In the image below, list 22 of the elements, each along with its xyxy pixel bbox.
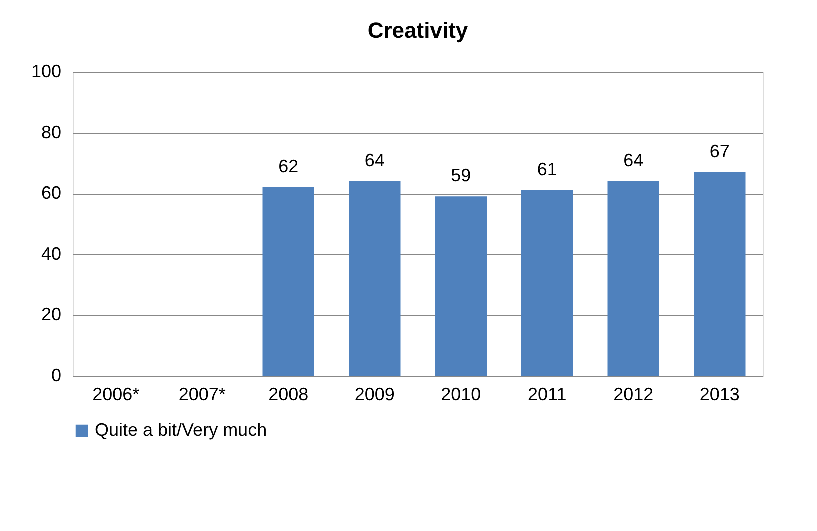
x-tick-label: 2012: [614, 384, 654, 404]
x-tick-label: 2010: [441, 384, 482, 404]
x-tick-label: 2006*: [92, 384, 140, 404]
legend-label: Quite a bit/Very much: [95, 420, 268, 440]
x-tick-label: 2009: [354, 384, 395, 404]
data-label: 59: [451, 166, 472, 186]
y-tick-label: 0: [51, 366, 62, 386]
x-tick-label: 2013: [700, 384, 740, 404]
y-tick-label: 40: [41, 244, 62, 264]
y-tick-label: 100: [31, 62, 62, 82]
x-tick-label: 2011: [528, 384, 567, 404]
y-tick-label: 80: [41, 122, 62, 142]
data-label: 67: [710, 141, 730, 162]
data-label: 64: [364, 150, 385, 170]
data-label: 61: [537, 160, 558, 180]
data-label: 62: [278, 156, 299, 177]
y-tick-label: 20: [41, 304, 62, 325]
chart-title: Creativity: [368, 18, 469, 43]
data-label: 64: [624, 150, 644, 170]
y-tick-label: 60: [41, 183, 62, 204]
x-tick-label: 2007*: [178, 384, 226, 404]
x-tick-label: 2008: [268, 384, 309, 404]
